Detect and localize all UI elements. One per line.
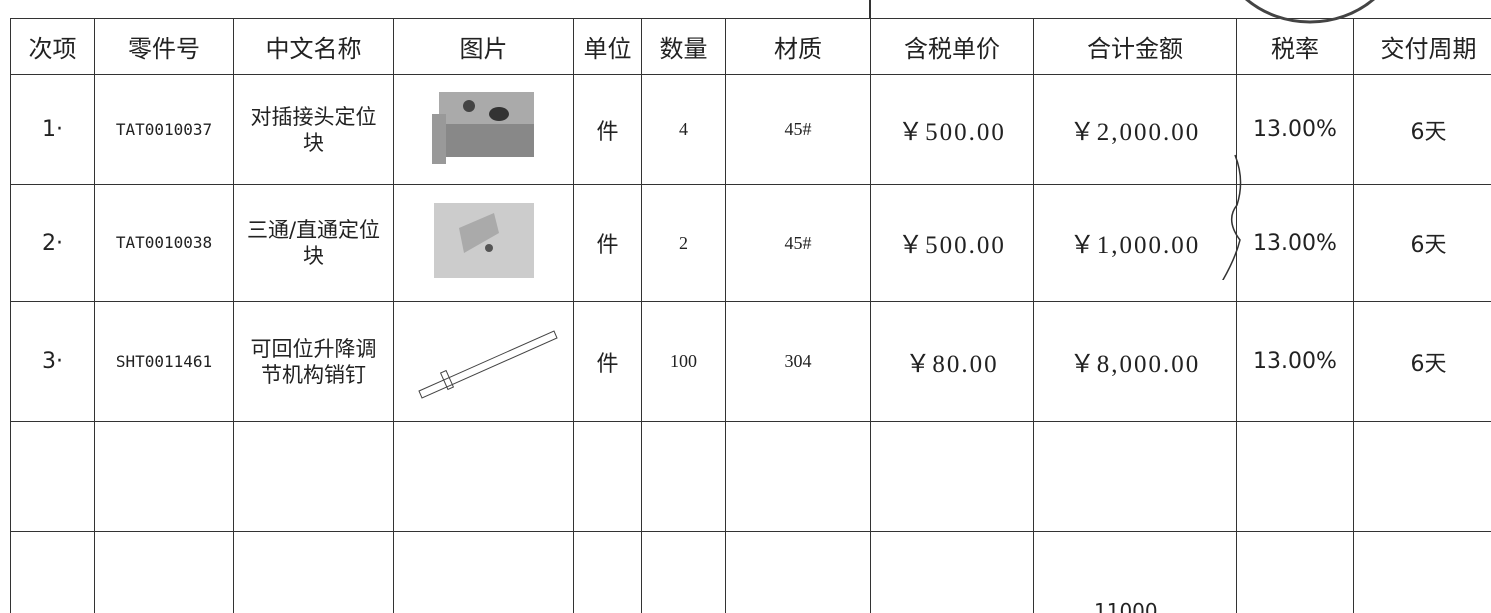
rule <box>869 0 871 18</box>
sum-row: 11000 <box>10 531 1491 613</box>
header-cell: 数量 <box>641 18 726 75</box>
cell-no: 1· <box>10 74 95 185</box>
cell-tax: 13.00% <box>1236 301 1354 422</box>
cell-part: TAT0010037 <box>94 74 234 185</box>
picture <box>393 184 574 302</box>
header-cell: 材质 <box>725 18 871 75</box>
cell-delivery: 6天 <box>1353 74 1491 185</box>
header-cell: 单位 <box>573 18 642 75</box>
cell-unit-price: ￥500.00 <box>870 74 1034 185</box>
cell-no: 2· <box>10 184 95 302</box>
header-cell: 合计金额 <box>1033 18 1237 75</box>
header-cell: 次项 <box>10 18 95 75</box>
cell-part: TAT0010038 <box>94 184 234 302</box>
cell-qty: 100 <box>641 301 726 422</box>
stamp <box>1244 0 1376 24</box>
item-row: 1· TAT0010037 对插接头定位块 件 4 45# ￥500.00 ￥2,000.00… <box>10 74 1491 185</box>
cell-total: ￥1,000.00 <box>1033 184 1237 302</box>
cell-qty: 2 <box>641 184 726 302</box>
cell-material: 45# <box>725 184 871 302</box>
picture <box>393 301 574 422</box>
cell-unit-price: ￥500.00 <box>870 184 1034 302</box>
header-cell: 中文名称 <box>233 18 394 75</box>
cell-unit: 件 <box>573 74 642 185</box>
cell-name: 可回位升降调节机构销钉 <box>233 301 394 422</box>
header-cell: 税率 <box>1236 18 1354 75</box>
cell-qty: 4 <box>641 74 726 185</box>
cell-name: 三通/直通定位块 <box>233 184 394 302</box>
quote-table: 次项 零件号 中文名称 图片 单位 数量 材质 含税单价 合计金额 税率 交付周期 1· TAT001… <box>10 18 1491 613</box>
cell-name: 对插接头定位块 <box>233 74 394 185</box>
cell-material: 45# <box>725 74 871 185</box>
cell-delivery: 6天 <box>1353 301 1491 422</box>
header-cell: 零件号 <box>94 18 234 75</box>
cell-unit-price: ￥80.00 <box>870 301 1034 422</box>
item-row: 2· TAT0010038 三通/直通定位块 件 2 45# ￥500.00 ￥1,000.0… <box>10 184 1491 302</box>
cell-total: ￥8,000.00 <box>1033 301 1237 422</box>
item-row: 3· SHT0011461 可回位升降调节机构销钉 件 100 304 ￥80.00 ￥8,0… <box>10 301 1491 422</box>
header-cell: 含税单价 <box>870 18 1034 75</box>
cell-delivery: 6天 <box>1353 184 1491 302</box>
header-cell: 图片 <box>393 18 574 75</box>
sum-total: 11000 <box>1033 531 1237 613</box>
cell-total: ￥2,000.00 <box>1033 74 1237 185</box>
picture <box>393 74 574 185</box>
cell-material: 304 <box>725 301 871 422</box>
header-cell: 交付周期 <box>1353 18 1491 75</box>
cell-part: SHT0011461 <box>94 301 234 422</box>
handwriting <box>1222 154 1242 280</box>
cell-no: 3· <box>10 301 95 422</box>
cell-tax: 13.00% <box>1236 184 1354 302</box>
cell-unit: 件 <box>573 301 642 422</box>
empty-row <box>10 421 1491 532</box>
cell-unit: 件 <box>573 184 642 302</box>
